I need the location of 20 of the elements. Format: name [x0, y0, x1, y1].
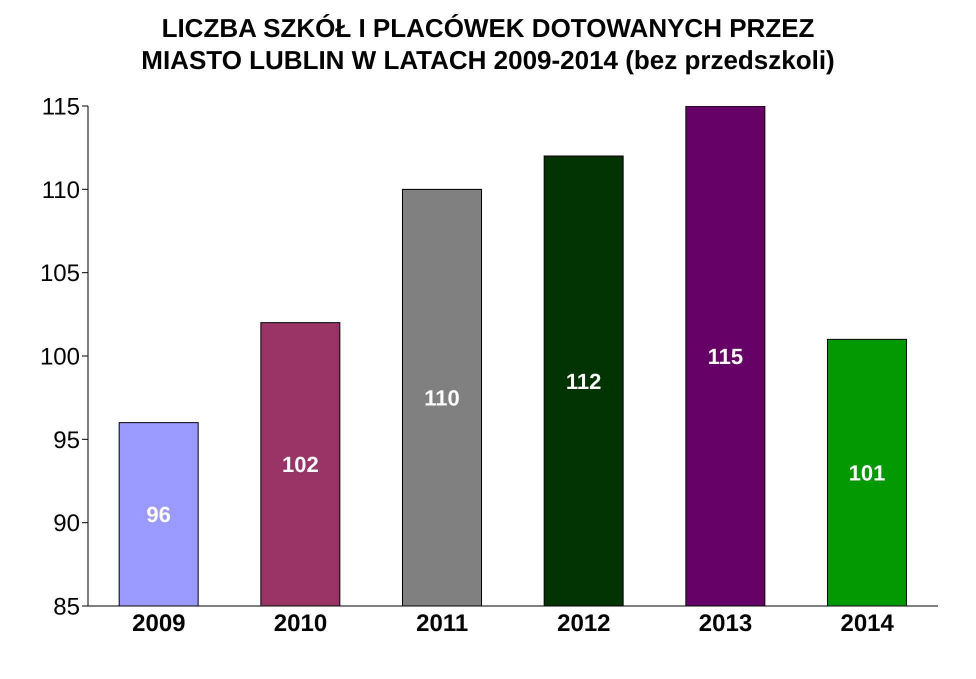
data-label: 102 — [282, 452, 319, 478]
y-tick-label: 90 — [53, 510, 80, 538]
x-tick-label: 2012 — [557, 610, 611, 638]
y-tick-label: 115 — [42, 94, 80, 121]
chart-title: LICZBA SZKÓŁ I PLACÓWEK DOTOWANYCH PRZEZ MIASTO LUBLIN W LATACH 2009-2014 (bez przedszkoli) — [140, 12, 836, 76]
x-tick-label: 2009 — [132, 610, 186, 638]
data-label: 112 — [566, 368, 602, 394]
data-label: 101 — [848, 460, 886, 486]
y-tick-label: 110 — [42, 176, 80, 204]
x-tick-label: 2014 — [840, 610, 895, 638]
data-label: 110 — [424, 385, 460, 410]
x-tick-label: 2013 — [698, 610, 752, 638]
y-tick-label: 100 — [40, 344, 80, 371]
y-tick-label: 95 — [53, 426, 80, 454]
y-tick-label: 85 — [53, 594, 80, 621]
x-tick-label: 2010 — [274, 610, 328, 638]
x-tick-label: 2011 — [416, 610, 468, 638]
data-label: 115 — [708, 344, 744, 369]
y-tick-label: 105 — [40, 260, 80, 288]
data-label: 96 — [146, 502, 171, 528]
